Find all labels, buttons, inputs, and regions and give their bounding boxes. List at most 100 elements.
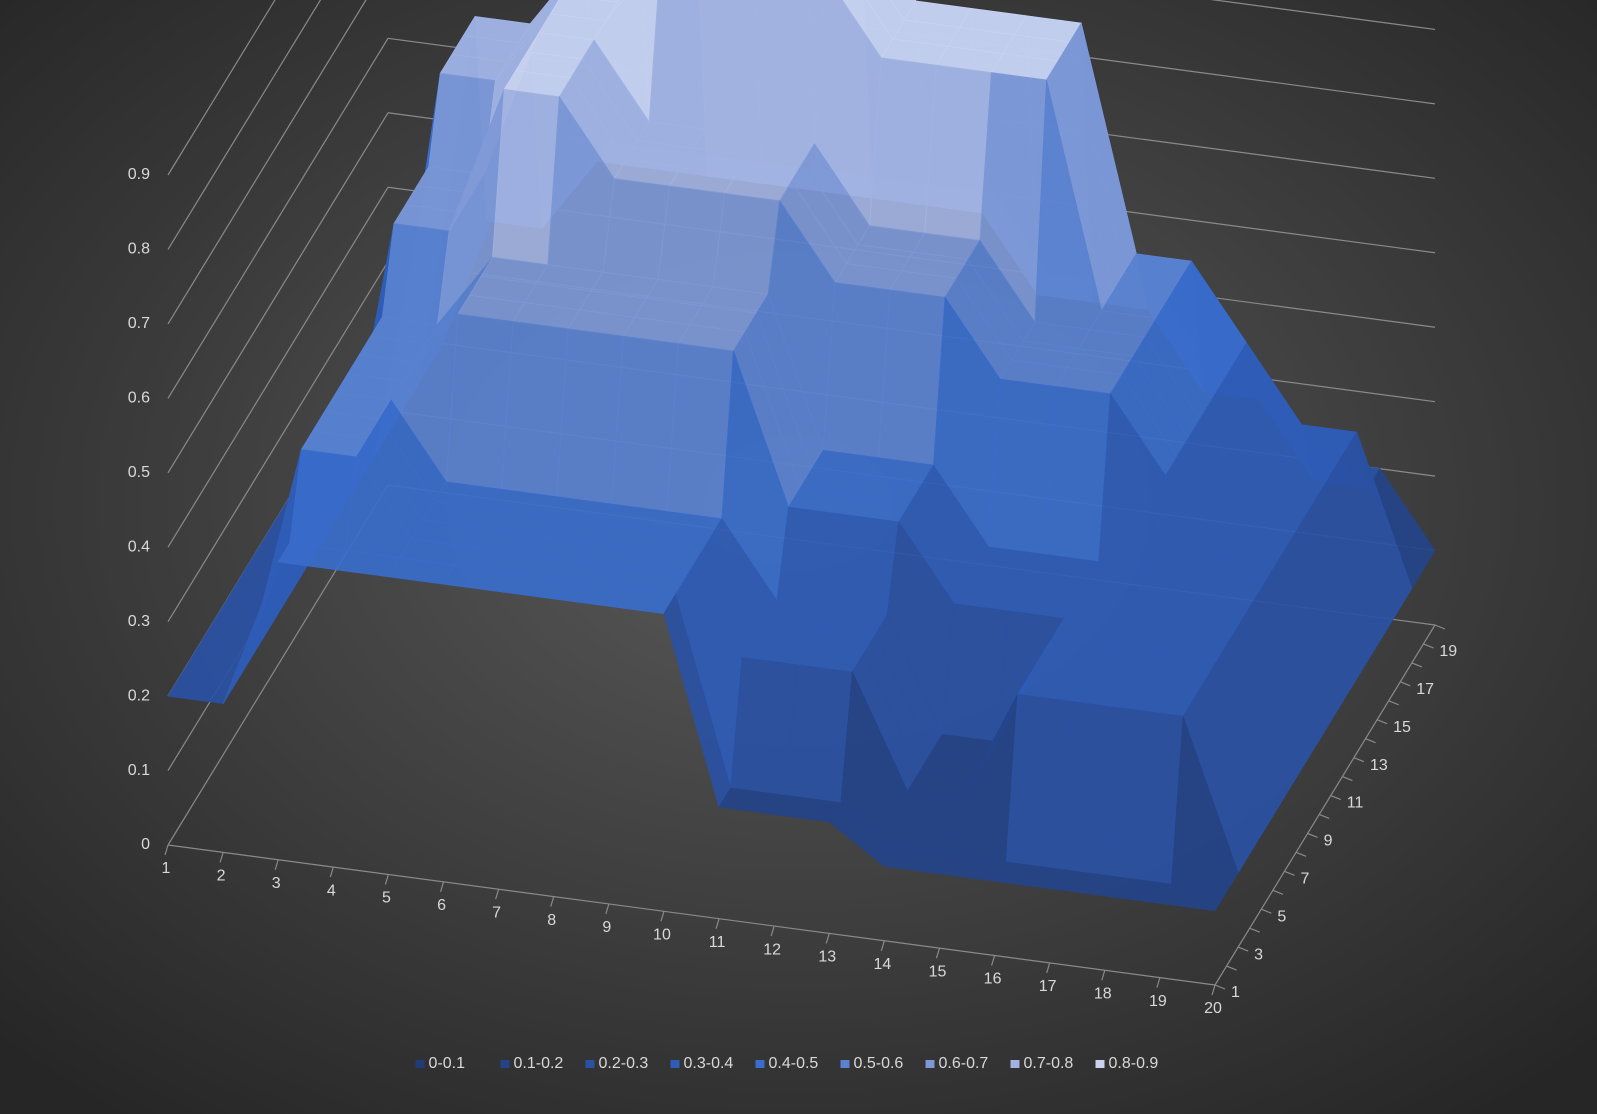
grid-line [167, 0, 322, 250]
depth-tick [1307, 832, 1318, 838]
z-tick-label: 0.3 [128, 613, 150, 630]
depth-tick [1318, 813, 1330, 820]
z-tick-label: 0.5 [128, 464, 150, 481]
depth-tick [1376, 719, 1388, 725]
x-tick [660, 911, 665, 922]
x-tick [1211, 984, 1216, 996]
depth-tick [1411, 662, 1423, 668]
x-tick-label: 16 [984, 971, 1002, 988]
x-tick-label: 2 [217, 868, 226, 885]
grid-line [167, 186, 389, 548]
x-tick [384, 874, 389, 885]
grid-line [167, 0, 367, 325]
depth-tick [1353, 757, 1365, 763]
x-tick [715, 918, 720, 929]
depth-tick [1365, 738, 1376, 744]
depth-tick [1330, 794, 1342, 801]
depth-tick-label: 9 [1324, 833, 1333, 850]
x-tick-label: 18 [1094, 985, 1112, 1002]
legend-label: 0.6-0.7 [939, 1055, 989, 1072]
legend-swatch [670, 1060, 680, 1068]
x-tick [329, 866, 334, 878]
z-tick-label: 0.8 [128, 241, 150, 258]
x-tick-label: 3 [272, 875, 281, 892]
z-tick-label: 0.2 [128, 687, 150, 704]
grid-line [167, 261, 389, 622]
x-tick-label: 11 [709, 934, 726, 951]
depth-tick [1261, 908, 1272, 914]
grid-line [167, 112, 389, 474]
legend-label: 0.4-0.5 [769, 1055, 819, 1072]
legend-swatch [415, 1060, 425, 1068]
x-tick [439, 881, 445, 893]
legend-swatch [840, 1060, 850, 1068]
z-tick-label: 0.1 [128, 762, 150, 779]
depth-tick [1434, 624, 1446, 630]
legend-swatch [1010, 1060, 1020, 1068]
legend-swatch [925, 1060, 935, 1068]
depth-tick-label: 13 [1370, 757, 1388, 774]
depth-tick [1237, 946, 1249, 952]
x-tick-label: 6 [437, 897, 446, 914]
legend-swatch [585, 1060, 595, 1068]
depth-tick [1400, 681, 1411, 687]
x-tick-label: 14 [873, 956, 891, 973]
depth-tick-label: 5 [1277, 908, 1286, 925]
depth-axis [1214, 624, 1436, 986]
legend-swatch [755, 1060, 765, 1068]
legend-swatch [500, 1060, 510, 1068]
x-tick [1156, 977, 1161, 988]
x-tick-label: 17 [1039, 978, 1057, 995]
z-tick-label: 0.7 [128, 315, 150, 332]
depth-tick-label: 3 [1254, 946, 1263, 963]
depth-tick-label: 17 [1416, 681, 1434, 698]
x-tick [991, 955, 996, 966]
z-tick-label: 0.6 [128, 390, 150, 407]
legend-label: 0.7-0.8 [1024, 1055, 1074, 1072]
x-tick-label: 5 [382, 890, 391, 907]
x-tick-label: 15 [929, 963, 947, 980]
x-tick-label: 12 [763, 941, 781, 958]
depth-tick-label: 15 [1393, 719, 1411, 736]
legend-label: 0.8-0.9 [1109, 1055, 1159, 1072]
x-tick-label: 13 [818, 949, 836, 966]
depth-tick [1272, 889, 1284, 895]
z-tick-label: 0 [141, 836, 150, 853]
x-tick [770, 925, 775, 937]
x-tick-label: 19 [1149, 993, 1167, 1010]
x-tick-label: 7 [492, 904, 501, 921]
x-tick [935, 947, 941, 959]
x-tick-label: 4 [327, 882, 336, 899]
x-tick-label: 10 [653, 927, 671, 944]
grid-line [1210, 0, 1436, 31]
x-tick [825, 933, 830, 944]
x-tick [274, 859, 279, 870]
depth-tick [1342, 776, 1353, 782]
depth-tick [1284, 870, 1295, 876]
x-tick [495, 889, 500, 900]
depth-tick-label: 7 [1300, 871, 1309, 888]
depth-tick [1249, 927, 1260, 933]
depth-tick-label: 1 [1231, 984, 1240, 1001]
x-tick-label: 1 [162, 860, 171, 877]
grid-line [167, 0, 276, 176]
x-tick [880, 940, 885, 951]
x-tick [164, 844, 169, 856]
x-tick-label: 20 [1204, 1000, 1222, 1017]
x-tick [550, 896, 555, 907]
z-tick-label: 0.9 [128, 166, 150, 183]
x-tick [605, 903, 610, 915]
z-tick-label: 0.4 [128, 538, 150, 555]
x-tick-label: 8 [547, 912, 556, 929]
legend-label: 0-0.1 [429, 1055, 466, 1072]
depth-tick [1423, 643, 1434, 649]
legend-label: 0.3-0.4 [684, 1055, 734, 1072]
depth-tick [1226, 965, 1237, 971]
x-tick-label: 9 [602, 919, 611, 936]
surface-cell [1159, 883, 1228, 911]
legend-swatch [1095, 1060, 1105, 1068]
legend-label: 0.2-0.3 [599, 1055, 649, 1072]
x-tick [1101, 970, 1106, 981]
